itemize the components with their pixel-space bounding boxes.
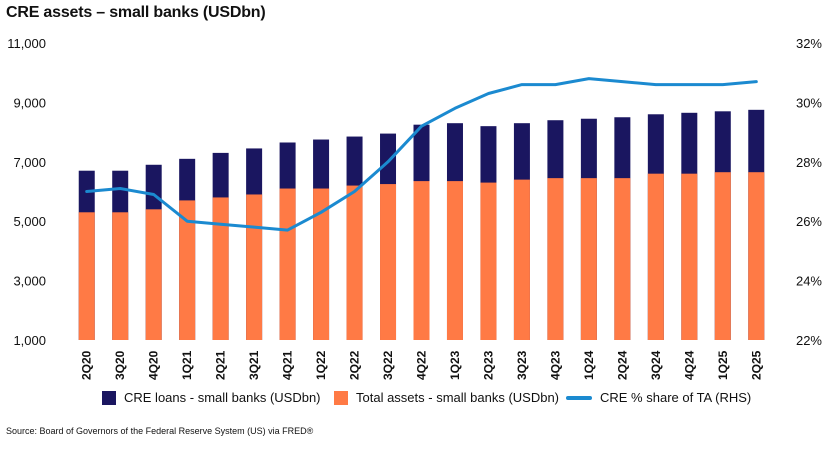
legend-label-cre-loans: CRE loans - small banks (USDbn) (124, 390, 321, 405)
x-tick-label: 2Q21 (214, 350, 228, 380)
y-left-tick-label: 3,000 (13, 274, 46, 289)
x-tick-label: 1Q21 (180, 350, 194, 380)
x-tick-label: 2Q23 (481, 350, 495, 380)
legend-item-total-assets: Total assets - small banks (USDbn) (334, 390, 559, 405)
total-asset-bar (446, 181, 463, 340)
total-asset-bar (681, 173, 698, 340)
x-tick-label: 4Q22 (415, 350, 429, 380)
y-right-tick-label: 30% (796, 95, 822, 110)
total-asset-bar (346, 185, 363, 340)
y-left-tick-label: 7,000 (13, 155, 46, 170)
cre-share-line (85, 77, 758, 232)
x-tick-label: 1Q23 (448, 350, 462, 380)
x-axis-labels: 2Q20 3Q20 4Q20 1Q21 2Q21 3Q21 4Q21 1Q22 2Q22 3Q22… (80, 350, 764, 380)
y-right-tick-label: 28% (796, 155, 822, 170)
x-tick-label: 2Q24 (615, 350, 629, 380)
total-asset-bar (179, 200, 196, 340)
legend-label-total-assets: Total assets - small banks (USDbn) (356, 390, 560, 405)
total-asset-bar (748, 172, 765, 340)
x-tick-label: 4Q21 (281, 350, 295, 380)
legend-swatch-cre-share (566, 395, 592, 400)
legend-swatch-total-assets (334, 390, 348, 405)
x-tick-label: 2Q22 (348, 350, 362, 380)
y-left-tick-label: 5,000 (13, 214, 46, 229)
total-asset-bar (313, 188, 330, 340)
x-tick-label: 1Q25 (716, 350, 730, 380)
x-tick-label: 4Q24 (682, 350, 696, 380)
x-tick-label: 2Q25 (749, 350, 763, 380)
legend-item-cre-loans: CRE loans - small banks (USDbn) (102, 390, 321, 405)
y-left-tick-label: 11,000 (7, 36, 46, 51)
chart-legend: CRE loans - small banks (USDbn) Total as… (0, 390, 830, 410)
total-asset-bar (380, 184, 397, 340)
total-asset-bar (580, 178, 597, 340)
total-asset-bar (78, 212, 95, 340)
x-tick-label: 3Q22 (381, 350, 395, 380)
x-tick-label: 4Q23 (548, 350, 562, 380)
total-asset-bar (246, 194, 263, 340)
total-asset-bar (112, 212, 129, 340)
x-tick-label: 1Q24 (582, 350, 596, 380)
y-axis-right-labels: 22% 24% 26% 28% 30% 32% (796, 36, 822, 348)
y-right-tick-label: 24% (796, 274, 822, 289)
total-asset-bar (145, 209, 162, 340)
total-asset-bar (513, 179, 530, 340)
chart-svg: 1,000 3,000 5,000 7,000 9,000 11,000 22% 24% 26… (7, 36, 822, 380)
y-left-tick-label: 1,000 (13, 333, 46, 348)
total-asset-bar (547, 178, 564, 340)
y-right-tick-label: 32% (796, 36, 822, 51)
chart-title: CRE assets – small banks (USDbn) (6, 4, 266, 21)
x-tick-label: 2Q20 (80, 350, 94, 380)
legend-item-cre-share: CRE % share of TA (RHS) (566, 390, 751, 405)
x-tick-label: 3Q24 (649, 350, 663, 380)
total-asset-bar (647, 173, 664, 340)
source-note: Source: Board of Governors of the Federa… (6, 426, 314, 436)
total-asset-bar (714, 172, 731, 340)
x-tick-label: 3Q23 (515, 350, 529, 380)
total-asset-bars (78, 172, 765, 340)
y-axis-left-labels: 1,000 3,000 5,000 7,000 9,000 11,000 (7, 36, 46, 348)
x-tick-label: 4Q20 (147, 350, 161, 380)
x-tick-label: 1Q22 (314, 350, 328, 380)
total-asset-bar (413, 181, 430, 340)
y-left-tick-label: 9,000 (13, 95, 46, 110)
legend-swatch-cre-loans (102, 390, 116, 405)
total-asset-bar (212, 197, 229, 340)
legend-label-cre-share: CRE % share of TA (RHS) (600, 390, 752, 405)
x-tick-label: 3Q21 (247, 350, 261, 380)
y-right-tick-label: 22% (796, 333, 822, 348)
y-right-tick-label: 26% (796, 214, 822, 229)
total-asset-bar (480, 182, 497, 340)
total-asset-bar (614, 178, 631, 340)
total-asset-bar (279, 188, 296, 340)
x-tick-label: 3Q20 (113, 350, 127, 380)
